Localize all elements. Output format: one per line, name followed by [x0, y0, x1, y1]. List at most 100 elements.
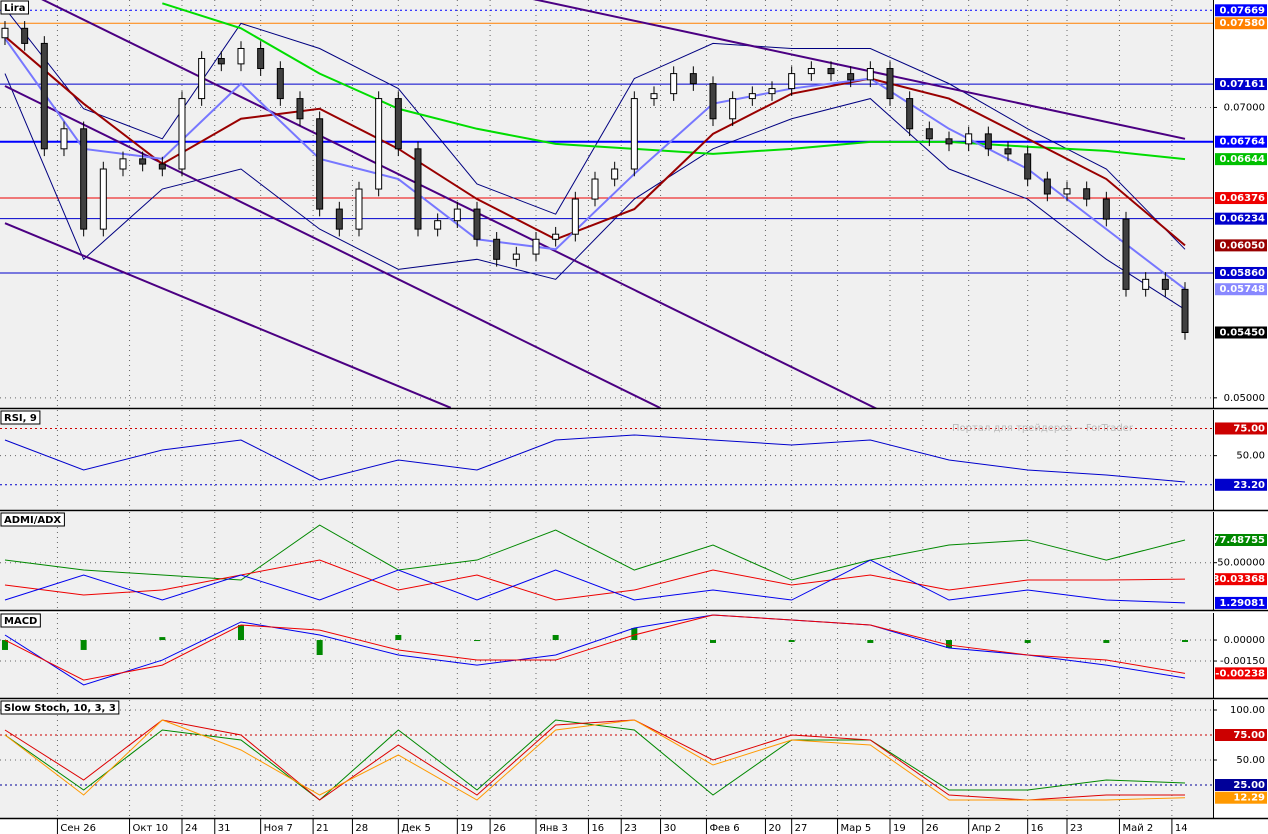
- level-label: 0.05748: [1219, 284, 1265, 295]
- watermark: Портал для трейдеров -- ForTrader: [952, 423, 1134, 434]
- candle-body: [296, 98, 304, 120]
- y-tick-label: 100.00: [1230, 705, 1265, 716]
- candle-body: [748, 93, 756, 100]
- candle-body: [630, 98, 638, 170]
- series-line: [41, 0, 878, 408]
- candle-body: [394, 98, 402, 150]
- histogram-bar: [1024, 640, 1031, 643]
- histogram-bar: [473, 640, 480, 642]
- series-line: [162, 2, 1186, 161]
- x-tick-label: 31: [218, 823, 231, 834]
- candle-body: [1, 27, 9, 39]
- candle-body: [276, 68, 284, 100]
- x-tick-label: 19: [460, 823, 473, 834]
- plot-area: [0, 613, 1213, 698]
- series-line: [4, 614, 1186, 686]
- candle-body: [139, 158, 147, 165]
- x-tick-label: 16: [591, 823, 604, 834]
- pane-title: Slow Stoch, 10, 3, 3: [4, 703, 116, 714]
- series-line: [4, 85, 661, 408]
- series-line: [4, 614, 1186, 681]
- candle-body: [591, 178, 599, 200]
- candle-body: [847, 73, 855, 81]
- level-label: 77.48755: [1212, 535, 1265, 546]
- histogram-bar: [946, 640, 953, 649]
- histogram-bar: [159, 637, 166, 641]
- candle-body: [217, 58, 225, 65]
- level-label-box: [1215, 791, 1267, 804]
- candle-body: [768, 88, 776, 95]
- candle-body: [335, 208, 343, 230]
- level-label: 75.00: [1233, 730, 1265, 741]
- candle-body: [709, 83, 717, 120]
- pane-title-box: [0, 410, 41, 425]
- candle-body: [571, 198, 579, 235]
- x-tick-label: 19: [893, 823, 906, 834]
- histogram-bar: [1182, 640, 1189, 642]
- histogram-bar: [395, 634, 402, 641]
- series-line: [4, 524, 1186, 581]
- plot-background: [0, 512, 1213, 610]
- candle-body: [788, 73, 796, 90]
- level-label-box: [1215, 135, 1267, 148]
- x-tick-label: 16: [1031, 823, 1044, 834]
- candle-body: [237, 47, 245, 65]
- level-label: 23.20: [1233, 480, 1265, 491]
- y-tick-label: -0.00150: [1220, 656, 1265, 667]
- x-tick-label: 24: [185, 823, 198, 834]
- candle-body: [375, 98, 383, 190]
- candle-body: [60, 128, 68, 150]
- histogram-bar: [316, 640, 323, 656]
- candle-body: [119, 158, 127, 170]
- plot-background: [0, 410, 1213, 510]
- level-label-box: [1215, 283, 1267, 296]
- candle-body: [493, 238, 501, 260]
- level-label-box: [1215, 192, 1267, 205]
- candle-body: [552, 233, 560, 240]
- level-label-box: [1215, 78, 1267, 91]
- plot-area: [0, 700, 1213, 818]
- level-label-box: [1215, 422, 1267, 435]
- plot-background: [0, 613, 1213, 698]
- x-tick-label: 27: [795, 823, 808, 834]
- x-tick-label: Апр 2: [972, 823, 1001, 834]
- pane-title-box: [0, 700, 120, 715]
- pane-title: ADMI/ADX: [4, 515, 61, 526]
- candle-body: [355, 188, 363, 230]
- x-tick-label: Мар 5: [841, 823, 872, 834]
- series-line: [4, 559, 1186, 601]
- candle-body: [99, 168, 107, 230]
- x-tick-label: 14: [1175, 823, 1188, 834]
- pane: 100.00 50.00 75.00 25.00 12.29 Slow Stoch, 10…: [0, 700, 1268, 820]
- level-label-box: [1215, 729, 1267, 741]
- level-label-box: [1215, 573, 1267, 586]
- candle-body: [1161, 278, 1169, 290]
- candle-body: [178, 98, 186, 170]
- series-line: [4, 559, 1186, 604]
- candle-body: [866, 68, 874, 81]
- candle-body: [40, 42, 48, 150]
- candle-body: [257, 47, 265, 70]
- series-line: [4, 434, 1186, 483]
- y-tick-label: 0.05000: [1224, 393, 1265, 404]
- candle-body: [158, 163, 166, 170]
- candle-body: [1043, 178, 1051, 195]
- level-label: 75.00: [1233, 423, 1265, 434]
- candle-body: [512, 253, 520, 260]
- candle-body: [965, 133, 973, 145]
- histogram-bar: [709, 640, 716, 643]
- level-label-box: [1215, 533, 1267, 546]
- x-tick-label: Сен 26: [60, 823, 96, 834]
- level-label: 0.06234: [1219, 214, 1265, 225]
- level-label: 0.06644: [1219, 154, 1265, 165]
- histogram-bar: [1, 640, 8, 650]
- candle-body: [80, 128, 88, 230]
- level-label: 0.07161: [1219, 79, 1265, 90]
- candle-body: [198, 58, 206, 100]
- candle-body: [453, 208, 461, 222]
- x-axis: Сен 26 Окт 10 24 31 Ноя 7 21 28 Дек 5 19 26 Янв 3 1…: [56, 819, 1188, 834]
- histogram-bar: [552, 634, 559, 641]
- histogram-bar: [237, 625, 244, 641]
- candle-body: [650, 93, 658, 100]
